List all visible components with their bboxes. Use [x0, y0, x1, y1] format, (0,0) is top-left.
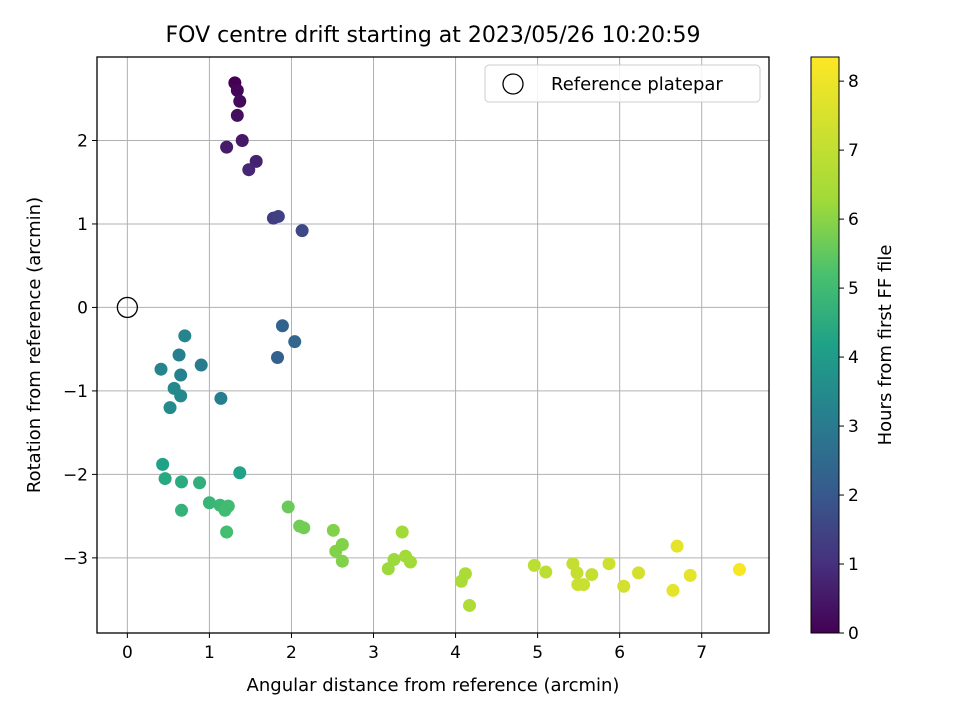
- data-point: [732, 563, 746, 577]
- data-point: [214, 391, 228, 405]
- x-tick-label: 3: [368, 643, 379, 663]
- reference-point: [116, 296, 139, 319]
- data-point: [175, 475, 189, 489]
- data-point: [585, 568, 599, 582]
- data-point: [335, 554, 349, 568]
- data-point: [326, 523, 340, 537]
- x-tick-label: 5: [532, 643, 543, 663]
- y-tick-label: 2: [77, 131, 88, 151]
- data-point: [220, 525, 234, 539]
- data-point: [288, 335, 302, 349]
- data-point: [271, 209, 285, 223]
- legend-marker-icon: [502, 73, 524, 95]
- y-tick-label: −1: [63, 382, 88, 402]
- y-tick-label: 1: [77, 215, 88, 235]
- legend-label: Reference platepar: [551, 74, 723, 95]
- data-point: [154, 362, 168, 376]
- x-tick-label: 4: [450, 643, 461, 663]
- data-point: [220, 140, 234, 154]
- colorbar-tick-label: 6: [848, 210, 859, 230]
- y-axis-ticks: −3 −2 −1 0 1 2: [63, 131, 97, 569]
- data-point: [670, 539, 684, 553]
- data-point: [570, 566, 584, 580]
- colorbar-tick-label: 7: [848, 141, 859, 161]
- x-tick-label: 1: [204, 643, 215, 663]
- colorbar-tick-label: 2: [848, 486, 859, 506]
- data-point: [281, 500, 295, 514]
- data-point: [175, 503, 189, 517]
- data-point: [577, 578, 591, 592]
- data-point: [297, 521, 311, 535]
- data-point: [295, 224, 309, 238]
- colorbar: 0 1 2 3 4 5 6 7 8 Hours from first FF file: [810, 56, 896, 644]
- data-point: [617, 579, 631, 593]
- grid: [97, 57, 769, 633]
- colorbar-tick-label: 3: [848, 417, 859, 437]
- data-points: [154, 76, 746, 612]
- data-point: [249, 154, 263, 168]
- colorbar-label: Hours from first FF file: [875, 245, 896, 446]
- data-point: [218, 503, 232, 517]
- data-point: [275, 319, 289, 333]
- y-tick-label: 0: [77, 298, 88, 318]
- legend: Reference platepar: [484, 64, 761, 103]
- data-point: [539, 565, 553, 579]
- chart-title: FOV centre drift starting at 2023/05/26 …: [166, 23, 701, 48]
- data-point: [242, 163, 256, 177]
- data-point: [158, 472, 172, 486]
- reference-marker: [116, 296, 139, 319]
- colorbar-tick-label: 0: [848, 624, 859, 644]
- data-point: [174, 389, 188, 403]
- data-point: [395, 525, 409, 539]
- data-point: [454, 574, 468, 588]
- x-tick-label: 0: [122, 643, 133, 663]
- data-point: [174, 368, 188, 382]
- data-point: [172, 348, 186, 362]
- data-point: [194, 358, 208, 372]
- data-point: [178, 329, 192, 343]
- data-point: [329, 544, 343, 558]
- x-tick-label: 2: [286, 643, 297, 663]
- y-tick-label: −3: [63, 549, 88, 569]
- y-axis-label: Rotation from reference (arcmin): [24, 197, 45, 493]
- y-tick-label: −2: [63, 465, 88, 485]
- data-point: [403, 555, 417, 569]
- data-point: [235, 133, 249, 147]
- data-point: [230, 108, 244, 122]
- data-point: [527, 558, 541, 572]
- data-point: [602, 557, 616, 571]
- colorbar-tick-label: 8: [848, 72, 859, 92]
- data-point: [381, 562, 395, 576]
- data-point: [193, 476, 207, 490]
- x-tick-label: 7: [696, 643, 707, 663]
- data-point: [233, 466, 247, 480]
- data-point: [233, 94, 247, 108]
- data-point: [163, 401, 177, 415]
- colorbar-tick-label: 5: [848, 279, 859, 299]
- data-point: [230, 83, 244, 97]
- plot-frame: [96, 56, 770, 634]
- data-point: [271, 351, 285, 365]
- data-point: [202, 496, 216, 510]
- colorbar-gradient: [810, 56, 840, 634]
- data-point: [632, 566, 646, 580]
- legend-box: [484, 64, 761, 103]
- colorbar-ticks: 0 1 2 3 4 5 6 7 8: [839, 72, 859, 644]
- x-axis-ticks: 0 1 2 3 4 5 6 7: [122, 633, 707, 663]
- data-point: [666, 583, 680, 597]
- x-tick-label: 6: [614, 643, 625, 663]
- data-point: [683, 568, 697, 582]
- x-axis-label: Angular distance from reference (arcmin): [247, 675, 620, 696]
- data-point: [463, 598, 477, 612]
- colorbar-tick-label: 1: [848, 555, 859, 575]
- data-point: [156, 457, 170, 471]
- colorbar-tick-label: 4: [848, 348, 859, 368]
